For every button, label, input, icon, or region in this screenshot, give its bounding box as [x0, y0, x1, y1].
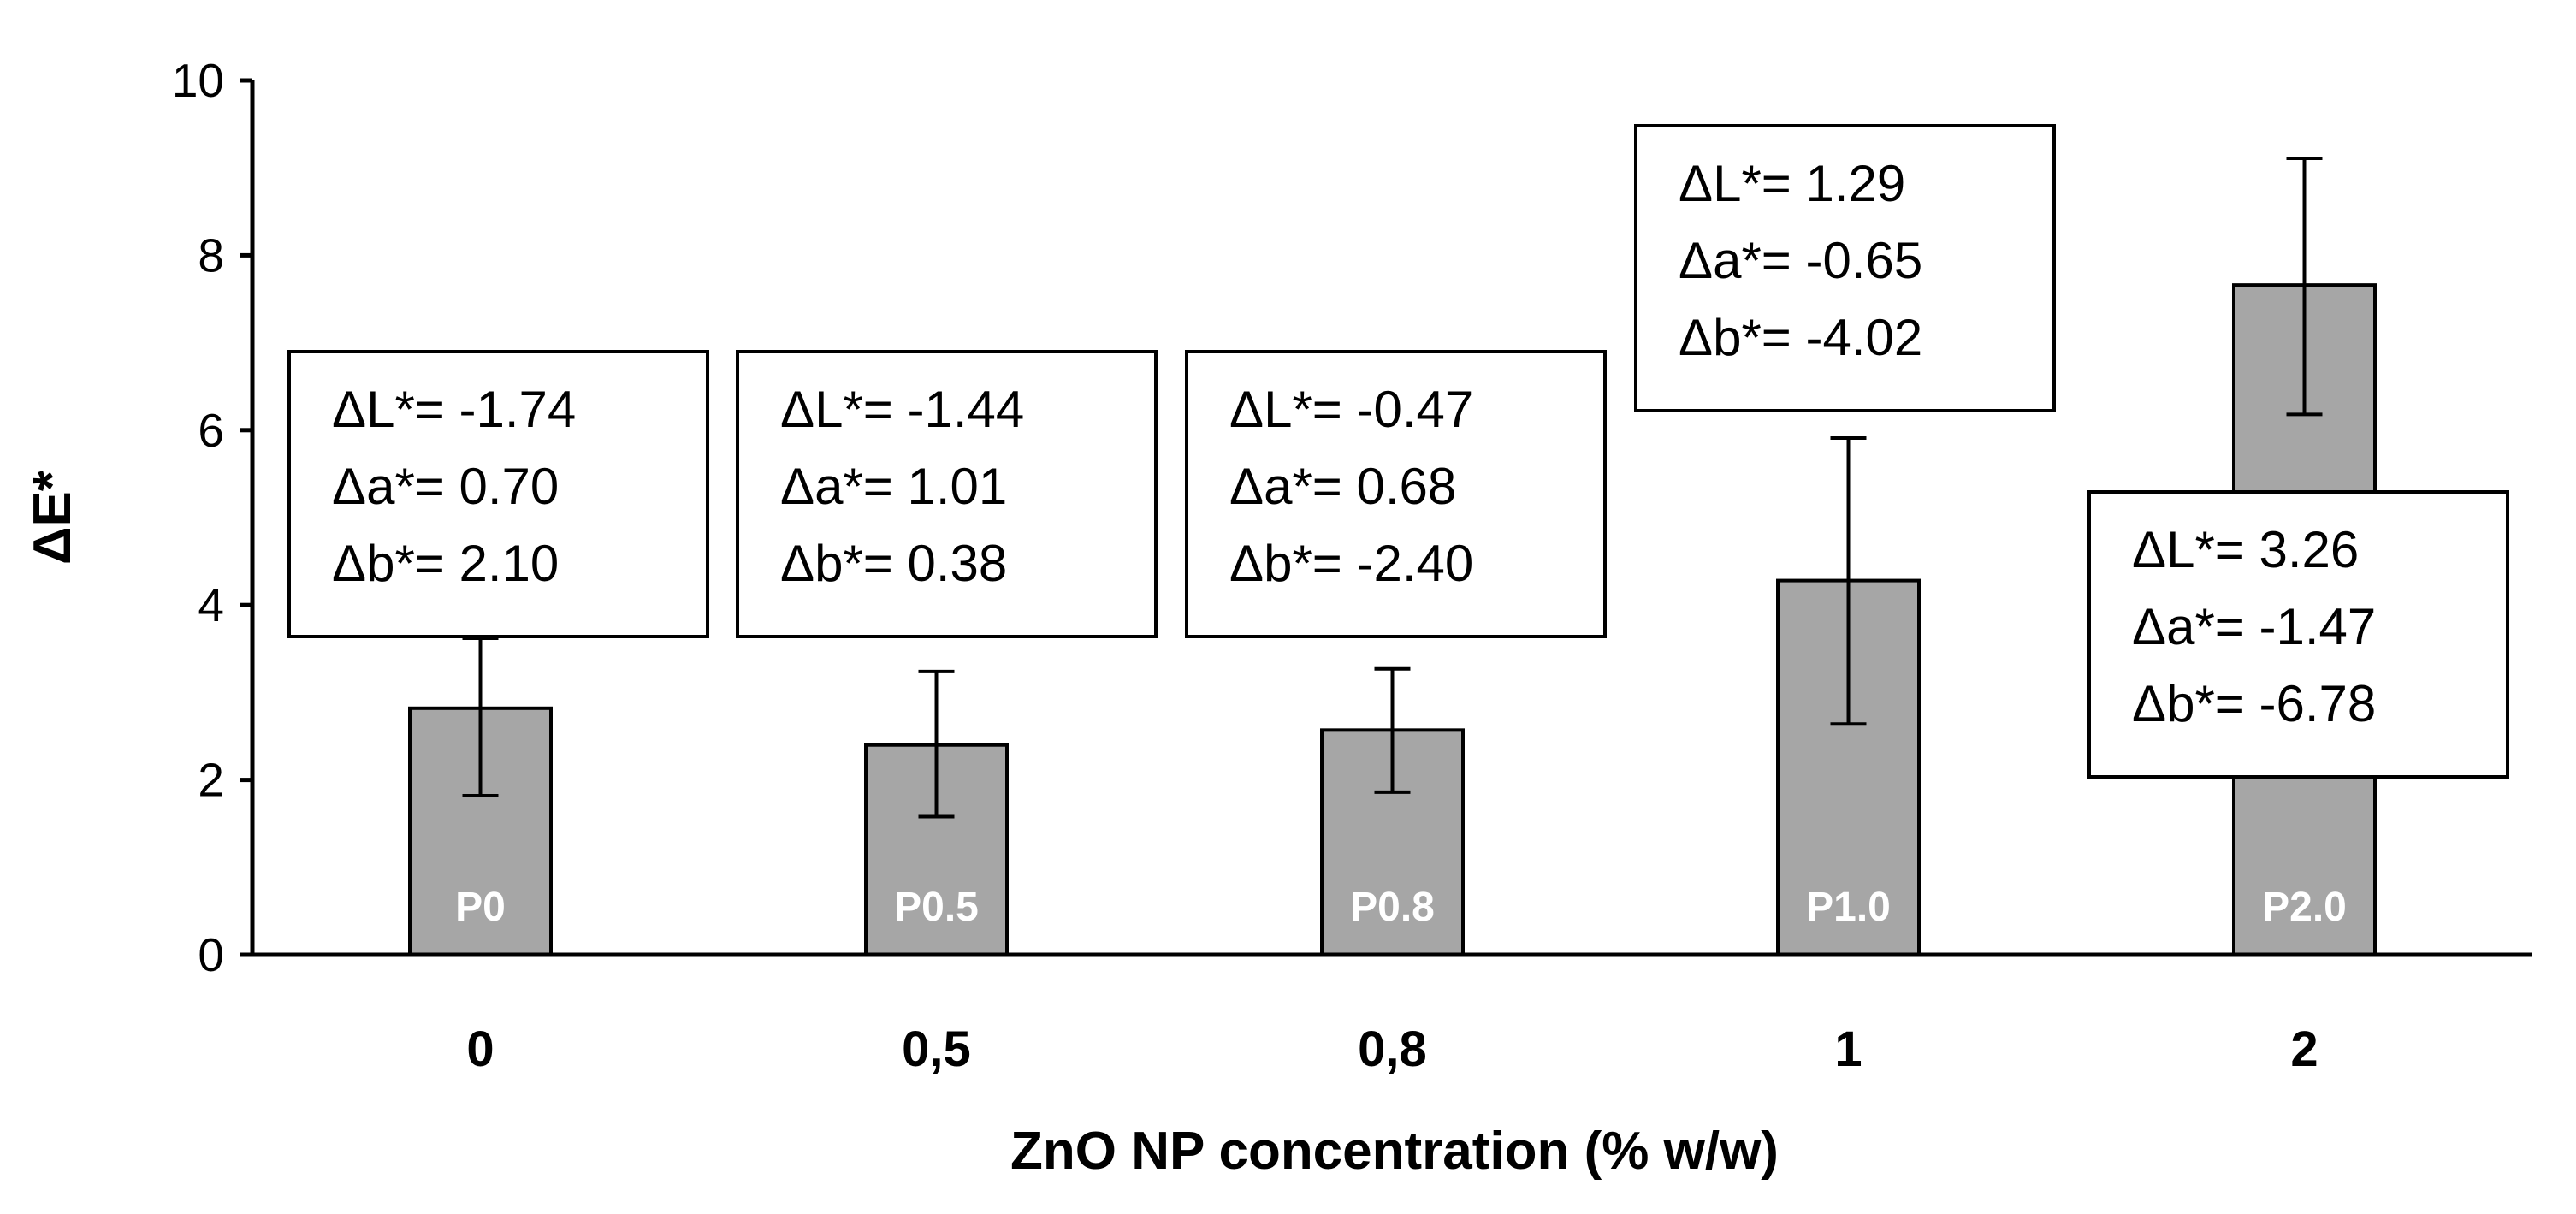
- annotation-box: ΔL*= -1.44 Δa*= 1.01 Δb*= 0.38: [736, 350, 1158, 638]
- annotation-line: Δb*= 0.38: [780, 535, 1007, 592]
- annotations-layer: ΔL*= -1.74 Δa*= 0.70 Δb*= 2.10 ΔL*= -1.44 Δa…: [287, 124, 2509, 779]
- y-tick-label: 6: [198, 404, 224, 457]
- annotation-line: Δb*= -4.02: [1679, 309, 1922, 366]
- annotation-line: Δa*= 0.68: [1229, 458, 1456, 515]
- annotation-line: Δa*= -1.47: [2132, 598, 2376, 655]
- axes-layer: [250, 80, 2532, 957]
- annotation-frame: [736, 350, 1158, 638]
- x-axis-title: ZnO NP concentration (% w/w): [1010, 1122, 1779, 1181]
- bar-label: P0.5: [894, 885, 979, 930]
- annotation-line: Δb*= -6.78: [2132, 675, 2376, 732]
- annotation-box: ΔL*= 3.26 Δa*= -1.47 Δb*= -6.78: [2087, 490, 2509, 779]
- error-bars-layer: [462, 156, 2323, 819]
- annotation-line: ΔL*= -1.44: [780, 381, 1024, 438]
- annotation-line: Δb*= 2.10: [332, 535, 559, 592]
- x-category-label: 0,8: [1358, 1022, 1427, 1077]
- y-tick-label: 8: [198, 228, 224, 281]
- bar-label: P2.0: [2262, 885, 2347, 930]
- annotation-line: ΔL*= 1.29: [1679, 155, 1905, 212]
- bar-label: P0.8: [1350, 885, 1435, 930]
- y-axis-title: ΔE*: [23, 470, 82, 565]
- x-category-label: 2: [2290, 1022, 2318, 1077]
- x-category-label: 0,5: [902, 1022, 971, 1077]
- y-tick-label: 0: [198, 928, 224, 981]
- annotation-line: Δb*= -2.40: [1229, 535, 1473, 592]
- annotation-box: ΔL*= 1.29 Δa*= -0.65 Δb*= -4.02: [1634, 124, 2056, 412]
- annotation-line: ΔL*= 3.26: [2132, 521, 2359, 578]
- annotation-line: ΔL*= -1.74: [332, 381, 576, 438]
- bar-label: P1.0: [1806, 885, 1891, 930]
- x-category-label: 0: [466, 1022, 494, 1077]
- x-category-label: 1: [1834, 1022, 1862, 1077]
- annotation-frame: [2087, 490, 2509, 779]
- annotation-frame: [1634, 124, 2056, 412]
- y-ticks-layer: 0 2 4 6 8 10: [172, 54, 252, 981]
- y-tick-label: 10: [172, 54, 224, 107]
- annotation-frame: [1185, 350, 1607, 638]
- annotation-box: ΔL*= -1.74 Δa*= 0.70 Δb*= 2.10: [287, 350, 709, 638]
- y-tick-label: 2: [198, 754, 224, 807]
- y-tick-label: 4: [198, 578, 224, 631]
- annotation-line: ΔL*= -0.47: [1229, 381, 1473, 438]
- annotation-line: Δa*= 0.70: [332, 458, 559, 515]
- x-categories-layer: 0 0,5 0,8 1 2: [466, 1022, 2318, 1077]
- annotation-line: Δa*= -0.65: [1679, 232, 1922, 289]
- bar-label: P0: [455, 885, 506, 930]
- annotation-line: Δa*= 1.01: [780, 458, 1007, 515]
- annotation-frame: [287, 350, 709, 638]
- annotation-box: ΔL*= -0.47 Δa*= 0.68 Δb*= -2.40: [1185, 350, 1607, 638]
